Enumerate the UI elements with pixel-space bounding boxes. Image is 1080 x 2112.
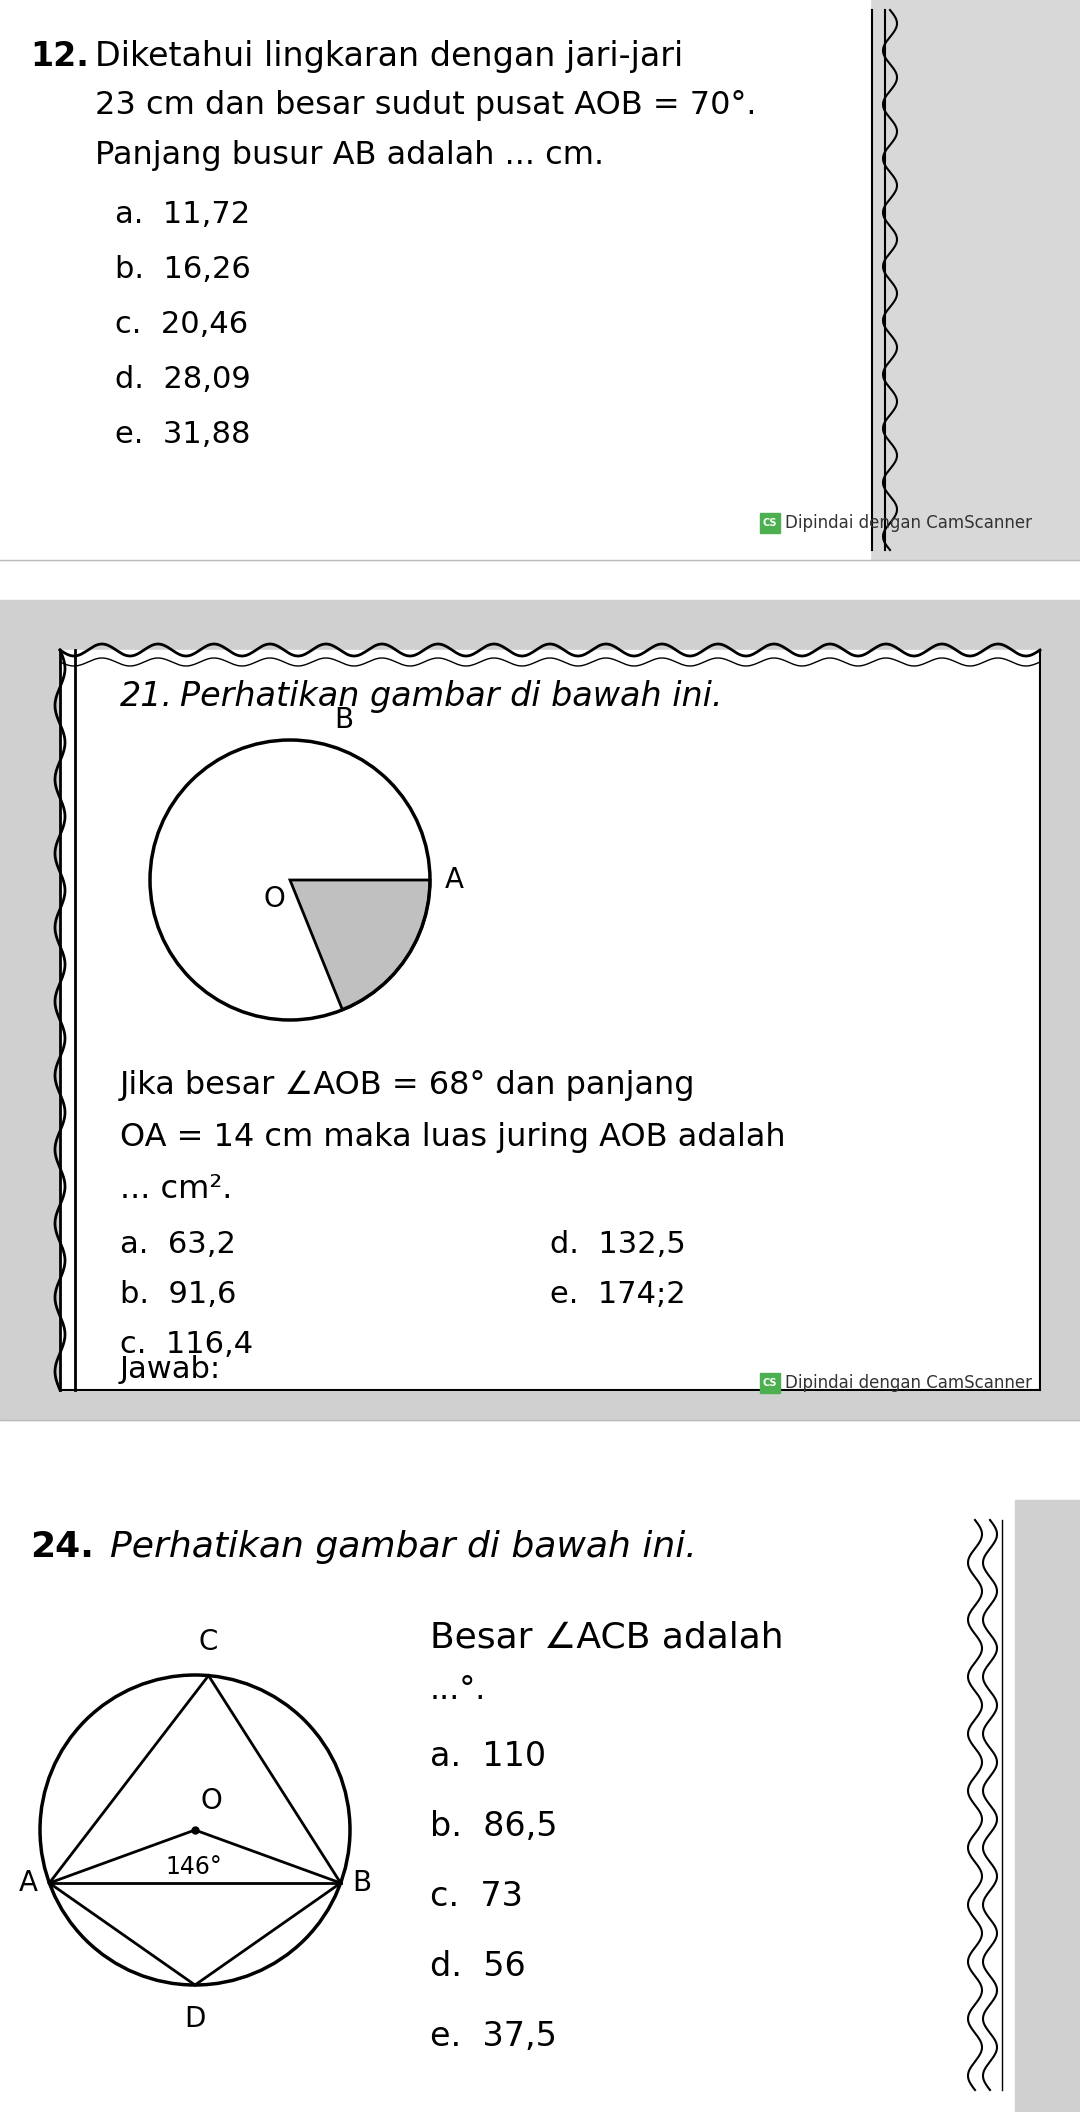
Text: d.  132,5: d. 132,5 [550, 1229, 686, 1259]
Text: CS: CS [762, 1377, 778, 1388]
Text: c.  73: c. 73 [430, 1880, 523, 1913]
Text: CS: CS [762, 517, 778, 528]
Text: 21.: 21. [120, 680, 173, 714]
Text: b.  16,26: b. 16,26 [114, 256, 251, 283]
Text: ...°.: ...°. [430, 1675, 486, 1706]
Text: O: O [200, 1787, 221, 1814]
Text: OA = 14 cm maka luas juring AOB adalah: OA = 14 cm maka luas juring AOB adalah [120, 1121, 785, 1153]
Bar [60, 650, 1040, 1390]
Bar [760, 513, 780, 532]
Text: Besar ∠ACB adalah: Besar ∠ACB adalah [430, 1620, 784, 1654]
Text: Jika besar ∠AOB = 68° dan panjang: Jika besar ∠AOB = 68° dan panjang [120, 1071, 696, 1100]
Text: 146°: 146° [165, 1854, 221, 1880]
Text: Perhatikan gambar di bawah ini.: Perhatikan gambar di bawah ini. [180, 680, 723, 714]
Text: e.  31,88: e. 31,88 [114, 420, 251, 450]
Text: A: A [445, 866, 464, 893]
Text: Diketahui lingkaran dengan jari-jari: Diketahui lingkaran dengan jari-jari [95, 40, 684, 74]
Text: 24.: 24. [30, 1529, 94, 1565]
Text: Dipindai dengan CamScanner: Dipindai dengan CamScanner [785, 513, 1032, 532]
Text: B: B [353, 1869, 372, 1897]
Text: Dipindai dengan CamScanner: Dipindai dengan CamScanner [785, 1375, 1032, 1392]
Bar [0, 600, 1080, 1419]
Text: a.  110: a. 110 [430, 1740, 546, 1772]
Text: 23 cm dan besar sudut pusat AOB = 70°.: 23 cm dan besar sudut pusat AOB = 70°. [95, 91, 756, 120]
Bar [0, 0, 870, 560]
Text: D: D [185, 2004, 205, 2034]
Text: a.  63,2: a. 63,2 [120, 1229, 235, 1259]
Bar [1015, 1500, 1080, 2112]
Text: C: C [199, 1628, 218, 1656]
Bar [0, 1500, 1080, 2112]
Text: a.  11,72: a. 11,72 [114, 201, 251, 228]
Text: Perhatikan gambar di bawah ini.: Perhatikan gambar di bawah ini. [110, 1529, 697, 1565]
Text: c.  116,4: c. 116,4 [120, 1331, 253, 1358]
Text: A: A [18, 1869, 38, 1897]
Bar [0, 0, 1080, 560]
Wedge shape [291, 881, 430, 1010]
Text: e.  174;2: e. 174;2 [550, 1280, 686, 1309]
Bar [760, 1373, 780, 1394]
Text: d.  28,09: d. 28,09 [114, 365, 251, 395]
Text: e.  37,5: e. 37,5 [430, 2019, 557, 2053]
Text: c.  20,46: c. 20,46 [114, 310, 248, 340]
Text: b.  86,5: b. 86,5 [430, 1810, 557, 1844]
Text: B: B [334, 708, 353, 735]
Text: Panjang busur AB adalah ... cm.: Panjang busur AB adalah ... cm. [95, 139, 604, 171]
Text: b.  91,6: b. 91,6 [120, 1280, 237, 1309]
Text: 12.: 12. [30, 40, 89, 74]
Text: O: O [264, 885, 285, 912]
Text: Jawab:: Jawab: [120, 1356, 221, 1383]
Text: ... cm².: ... cm². [120, 1174, 232, 1206]
Text: d.  56: d. 56 [430, 1949, 526, 1983]
